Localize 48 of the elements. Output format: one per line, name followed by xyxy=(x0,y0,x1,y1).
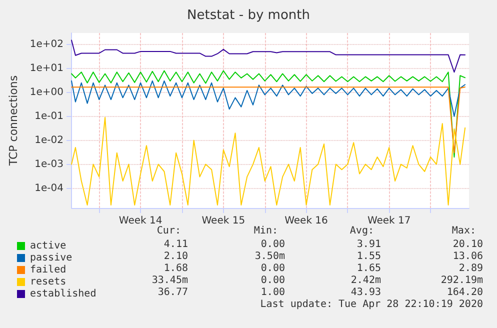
x-tick-label: Week 17 xyxy=(367,216,411,226)
x-tick-label: Week 16 xyxy=(284,216,328,226)
text: Cur: xyxy=(156,226,181,236)
legend-label: resets xyxy=(30,276,66,288)
legend-label: failed xyxy=(30,264,66,276)
y-tick-label: 1e-04 xyxy=(34,182,64,194)
text: Min: xyxy=(254,226,278,236)
text: 164.20 xyxy=(446,287,483,298)
text: 2.89 xyxy=(458,263,483,274)
text: 0.00 xyxy=(260,239,285,250)
text: 2.10 xyxy=(164,251,188,262)
text: 3.91 xyxy=(356,239,381,250)
text: 1.68 xyxy=(164,263,188,274)
text: Avg: xyxy=(350,226,374,236)
line-series xyxy=(71,40,466,73)
text: 20.10 xyxy=(452,239,483,250)
text: 36.77 xyxy=(158,287,188,298)
line-series xyxy=(71,80,466,117)
text: 0.00 xyxy=(260,275,285,286)
text: 1.00 xyxy=(260,287,285,298)
legend-label: established xyxy=(30,288,96,300)
y-tick-label: 1e-01 xyxy=(34,110,64,122)
text: 292.19m xyxy=(440,275,483,286)
y-tick-label: 1e+02 xyxy=(30,38,64,50)
text: 0.00 xyxy=(260,263,285,274)
text: 2.42m xyxy=(350,275,381,286)
y-tick-label: 1e+00 xyxy=(30,86,64,98)
line-series xyxy=(71,70,466,158)
text: Max: xyxy=(452,226,476,236)
legend-label: active xyxy=(30,240,66,252)
text: 4.11 xyxy=(164,239,188,250)
text: 13.06 xyxy=(452,251,483,262)
y-tick-label: 1e+01 xyxy=(30,62,64,74)
text: 1.55 xyxy=(356,251,381,262)
y-tick-label: 1e-02 xyxy=(34,134,64,146)
text: Last update: Tue Apr 28 22:10:19 2020 xyxy=(260,299,483,310)
text: 3.50m xyxy=(254,251,285,262)
y-tick-label: 1e-03 xyxy=(34,158,64,170)
x-tick-label: Week 14 xyxy=(118,216,162,226)
x-tick-label: Week 15 xyxy=(202,216,246,226)
text: 33.45m xyxy=(152,275,188,286)
line-series xyxy=(71,116,466,206)
line-series xyxy=(71,86,466,154)
chart-title: Netstat - by month xyxy=(187,8,310,23)
text: 43.93 xyxy=(350,287,381,298)
y-axis-title: TCP connections xyxy=(7,75,20,167)
text: 1.65 xyxy=(356,263,381,274)
legend-label: passive xyxy=(30,252,72,264)
